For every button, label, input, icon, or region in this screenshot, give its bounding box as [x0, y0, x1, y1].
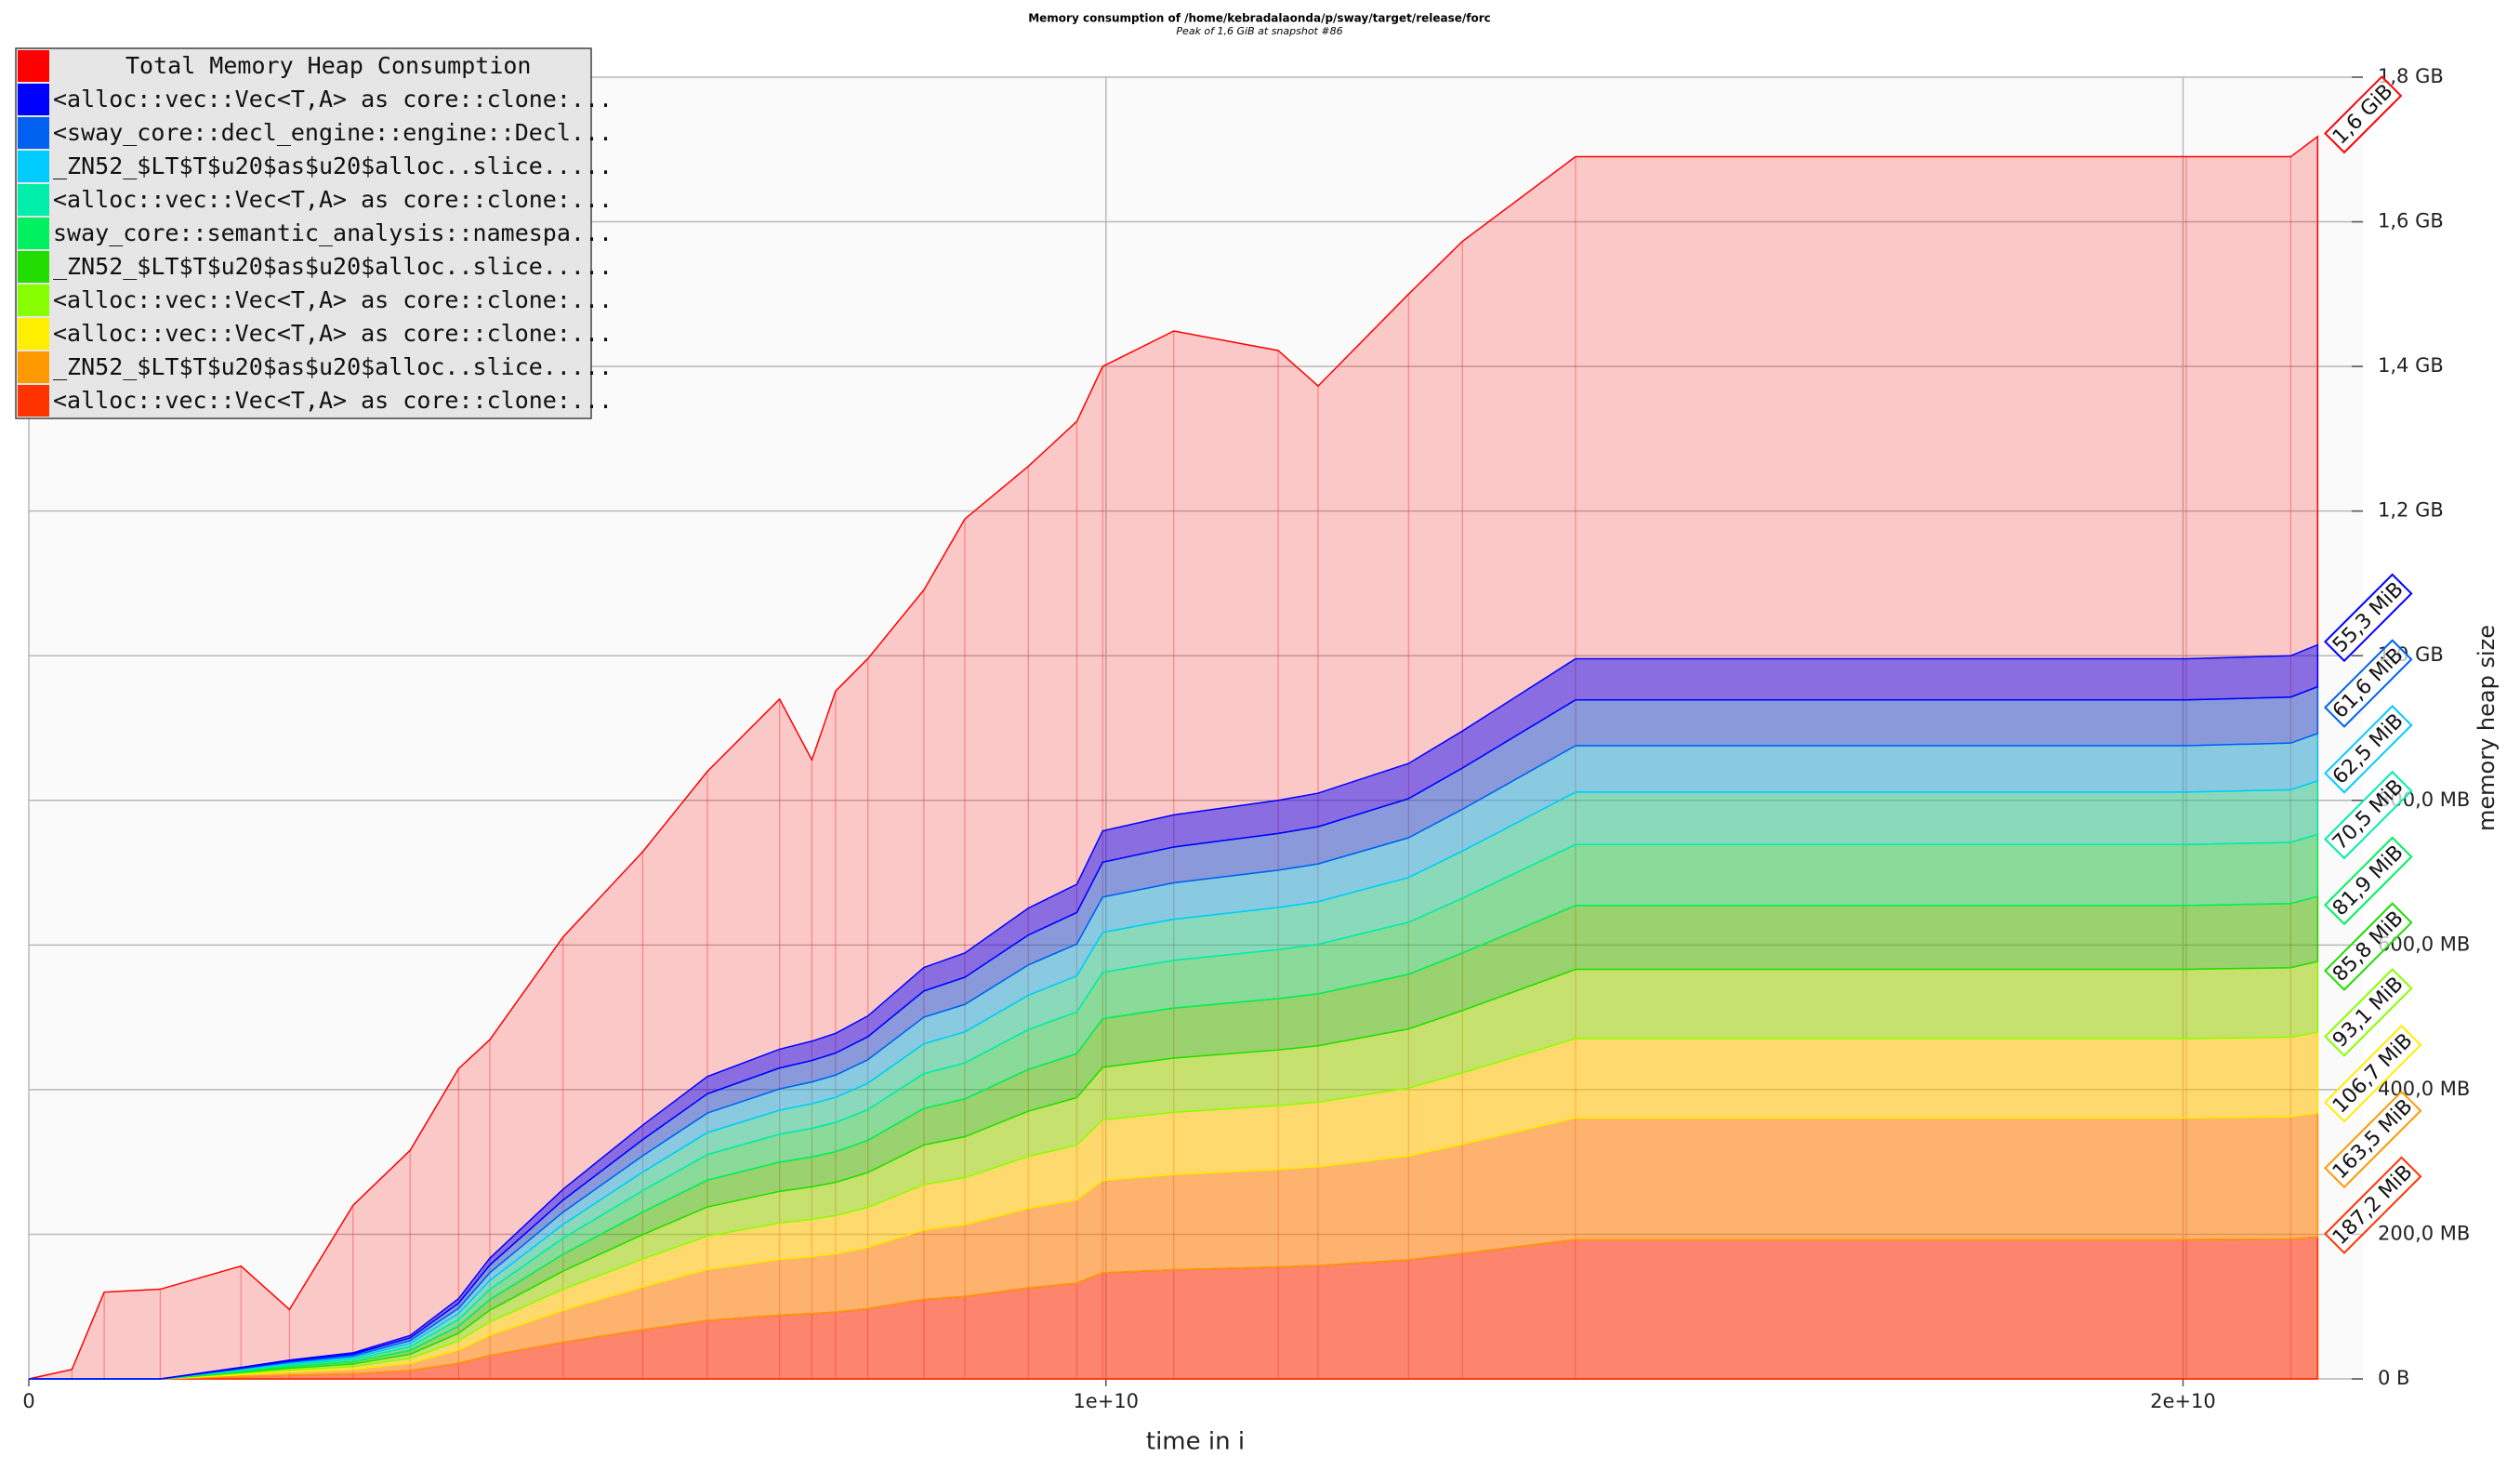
legend-label: _ZN52_$LT$T$u20$as$u20$alloc..slice.....	[53, 253, 613, 280]
legend-label: <alloc::vec::Vec<T,A> as core::clone:...	[53, 186, 613, 213]
legend-swatch	[18, 50, 49, 82]
value-label-box	[2324, 968, 2413, 1057]
y-axis-title: memory heap size	[2474, 625, 2500, 831]
legend-label: _ZN52_$LT$T$u20$as$u20$alloc..slice.....	[53, 353, 613, 380]
legend-swatch	[18, 251, 49, 283]
x-tick-label: 2e+10	[2150, 1390, 2216, 1412]
value-label-box	[2324, 705, 2413, 794]
y-tick-label: 600,0 MB	[2378, 933, 2470, 955]
value-label-box	[2324, 770, 2413, 860]
y-tick-label: 0 B	[2378, 1367, 2409, 1389]
y-tick-label: 1,2 GB	[2378, 499, 2444, 522]
x-tick-label: 1e+10	[1073, 1390, 1139, 1412]
legend-swatch	[18, 84, 49, 115]
value-label-box	[2324, 1024, 2422, 1123]
legend-swatch	[18, 385, 49, 417]
legend-label: <alloc::vec::Vec<T,A> as core::clone:...	[53, 286, 613, 313]
legend: Total Memory Heap Consumption<alloc::vec…	[15, 47, 613, 419]
x-tick-label: 0	[22, 1390, 34, 1412]
legend-label: <sway_core::decl_engine::engine::Decl...	[53, 119, 613, 146]
legend-swatch	[18, 117, 49, 149]
legend-swatch	[18, 285, 49, 316]
legend-label: <alloc::vec::Vec<T,A> as core::clone:...	[53, 320, 613, 347]
value-label-box	[2324, 1090, 2422, 1189]
legend-label: <alloc::vec::Vec<T,A> as core::clone:...	[53, 86, 613, 113]
chart-title: Memory consumption of /home/kebradalaond…	[1028, 12, 1491, 25]
value-label-box	[2324, 573, 2413, 663]
legend-box	[15, 47, 592, 419]
stack-area	[29, 643, 2319, 1380]
y-tick-label: 1,4 GB	[2378, 354, 2444, 377]
chart-subtitle: Peak of 1,6 GiB at snapshot #86	[1176, 25, 1342, 37]
legend-label: _ZN52_$LT$T$u20$as$u20$alloc..slice.....	[53, 152, 613, 179]
legend-swatch	[18, 351, 49, 383]
y-tick-label: 400,0 MB	[2378, 1078, 2470, 1100]
value-label-box	[2324, 1156, 2422, 1254]
value-label-box	[2324, 75, 2403, 154]
y-tick-label: 200,0 MB	[2378, 1222, 2470, 1244]
value-label-box	[2324, 639, 2413, 728]
total-area	[28, 135, 2319, 1380]
legend-label: Total Memory Heap Consumption	[125, 52, 532, 79]
y-tick-label: 1,6 GB	[2378, 210, 2444, 232]
legend-swatch	[18, 184, 49, 216]
legend-swatch	[18, 318, 49, 350]
legend-swatch	[18, 218, 49, 249]
value-label-box	[2324, 902, 2413, 991]
value-label-box	[2324, 836, 2413, 926]
legend-swatch	[18, 151, 49, 182]
legend-label: sway_core::semantic_analysis::namespa...	[53, 219, 613, 246]
legend-label: <alloc::vec::Vec<T,A> as core::clone:...	[53, 387, 613, 414]
x-axis-title: time in i	[1146, 1428, 1245, 1456]
